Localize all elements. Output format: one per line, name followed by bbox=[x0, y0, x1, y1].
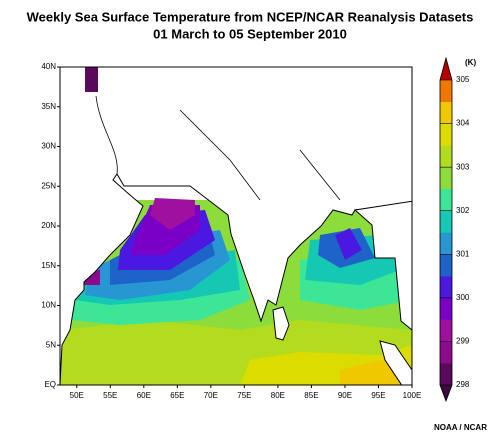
colorbar-tick-label: 304 bbox=[456, 119, 470, 128]
colorbar-tick-label: 299 bbox=[456, 337, 470, 346]
colorbar-label: (K) bbox=[465, 58, 476, 67]
colorbar-tick-label: 305 bbox=[456, 75, 470, 84]
x-tick-label: 75E bbox=[237, 391, 251, 400]
colorbar-segment bbox=[440, 276, 452, 299]
colorbar-segment bbox=[440, 101, 452, 124]
x-tick-label: 95E bbox=[371, 391, 385, 400]
colorbar-segment bbox=[440, 167, 452, 190]
colorbar-tick-label: 302 bbox=[456, 206, 470, 215]
colorbar-segment bbox=[440, 145, 452, 168]
colorbar-segment bbox=[440, 319, 452, 342]
x-tick-label: 60E bbox=[137, 391, 151, 400]
colorbar-tick-label: 301 bbox=[456, 249, 470, 258]
colorbar-segment bbox=[440, 210, 452, 233]
colorbar-segment bbox=[440, 123, 452, 146]
credit: NOAA / NCAR bbox=[434, 423, 487, 432]
x-tick-label: 100E bbox=[403, 391, 422, 400]
map bbox=[59, 66, 413, 386]
colorbar-over bbox=[440, 58, 452, 80]
x-tick-label: 70E bbox=[204, 391, 218, 400]
y-tick-label: 10N bbox=[41, 301, 56, 310]
colorbar-tick-label: 298 bbox=[456, 380, 470, 389]
colorbar-segment bbox=[440, 297, 452, 320]
y-tick-label: 20N bbox=[41, 221, 56, 230]
colorbar-under bbox=[440, 385, 452, 401]
colorbar-tick-label: 303 bbox=[456, 162, 470, 171]
colorbar-segment bbox=[440, 341, 452, 364]
colorbar-segment bbox=[440, 232, 452, 255]
y-tick-label: 25N bbox=[41, 181, 56, 190]
y-tick-label: 15N bbox=[41, 261, 56, 270]
x-tick-label: 55E bbox=[103, 391, 117, 400]
y-tick-label: 40N bbox=[41, 62, 56, 71]
x-tick-label: 85E bbox=[304, 391, 318, 400]
x-tick-label: 90E bbox=[338, 391, 352, 400]
colorbar-segment bbox=[440, 363, 452, 386]
colorbar-segment bbox=[440, 254, 452, 277]
colorbar-segment bbox=[440, 80, 452, 103]
y-tick-label: 30N bbox=[41, 142, 56, 151]
colorbar-tick-label: 300 bbox=[456, 293, 470, 302]
y-tick-label: 5N bbox=[46, 340, 56, 349]
x-tick-label: 50E bbox=[70, 391, 84, 400]
subtitle: 01 March to 05 September 2010 bbox=[153, 26, 347, 41]
y-tick-label: EQ bbox=[44, 380, 56, 389]
x-tick-label: 80E bbox=[271, 391, 285, 400]
colorbar-segment bbox=[440, 188, 452, 212]
x-tick-label: 65E bbox=[170, 391, 184, 400]
title: Weekly Sea Surface Temperature from NCEP… bbox=[27, 9, 474, 24]
y-tick-label: 35N bbox=[41, 102, 56, 111]
